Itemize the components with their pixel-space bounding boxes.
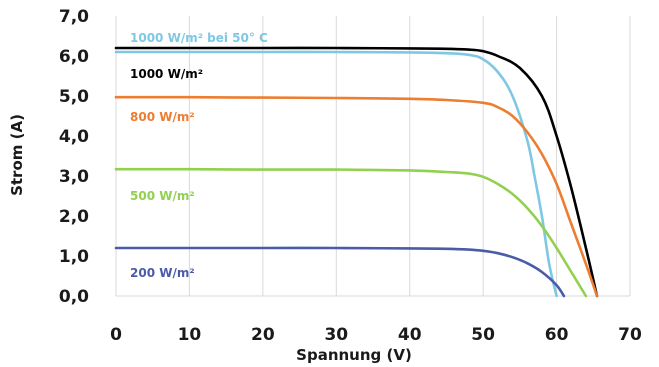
y-tick-label: 2,0 <box>59 207 89 227</box>
x-tick-label: 40 <box>398 325 422 345</box>
y-axis-title: Strom (A) <box>8 114 26 196</box>
series-line-3 <box>114 167 588 298</box>
series-line-1 <box>114 46 599 298</box>
x-tick-label: 60 <box>545 325 569 345</box>
series-label-1: 1000 W/m² <box>130 67 203 81</box>
x-tick-label: 0 <box>110 325 122 345</box>
grid-lines <box>115 16 631 297</box>
y-tick-label: 0,0 <box>59 287 89 307</box>
series-line-0 <box>114 50 558 298</box>
series-labels: 1000 W/m² bei 50° C 1000 W/m² 800 W/m² 500 … <box>130 31 268 280</box>
y-axis-ticks: 0,0 1,0 2,0 3,0 4,0 5,0 6,0 7,0 <box>59 7 89 307</box>
x-axis-title: Spannung (V) <box>296 346 412 364</box>
x-tick-label: 20 <box>251 325 275 345</box>
series-curves <box>114 46 599 298</box>
x-tick-label: 30 <box>324 325 348 345</box>
series-label-4: 200 W/m² <box>130 266 195 280</box>
y-tick-label: 1,0 <box>59 247 89 267</box>
series-label-2: 800 W/m² <box>130 110 195 124</box>
series-label-3: 500 W/m² <box>130 189 195 203</box>
series-line-2 <box>114 95 599 298</box>
x-tick-label: 10 <box>178 325 202 345</box>
x-axis-ticks: 0 10 20 30 40 50 60 70 <box>110 325 642 345</box>
y-tick-label: 5,0 <box>59 87 89 107</box>
series-label-0: 1000 W/m² bei 50° C <box>130 31 268 45</box>
series-line-4 <box>114 246 566 298</box>
y-tick-label: 3,0 <box>59 167 89 187</box>
x-tick-label: 50 <box>471 325 495 345</box>
x-tick-label: 70 <box>618 325 642 345</box>
y-tick-label: 7,0 <box>59 7 89 27</box>
y-tick-label: 6,0 <box>59 47 89 67</box>
y-tick-label: 4,0 <box>59 127 89 147</box>
